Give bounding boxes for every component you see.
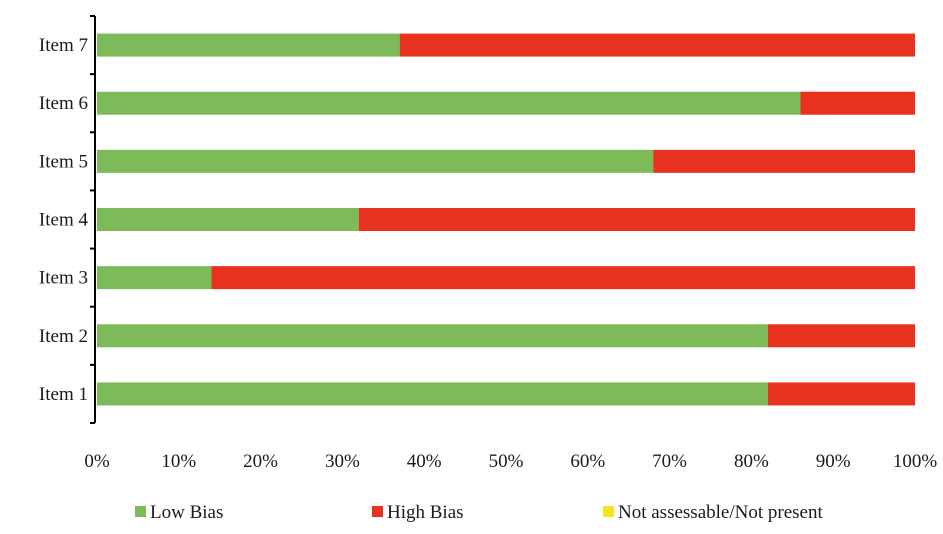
- x-tick-label: 50%: [489, 451, 524, 472]
- legend: Low Bias High Bias Not assessable/Not pres…: [135, 502, 823, 523]
- legend-swatch: [135, 506, 146, 517]
- bar-item-5-series-1: [653, 149, 915, 173]
- legend-swatch: [603, 506, 614, 517]
- legend-label: Not assessable/Not present: [618, 502, 823, 523]
- x-tick-label: 20%: [243, 451, 278, 472]
- category-label: Item 2: [39, 326, 88, 347]
- bar-item-4-series-0: [97, 208, 359, 231]
- bar-item-6-series-1: [800, 91, 915, 115]
- legend-label: Low Bias: [150, 502, 223, 523]
- x-tick-label: 100%: [893, 451, 938, 472]
- x-tick-label: 70%: [652, 451, 687, 472]
- x-tick-label: 80%: [734, 451, 769, 472]
- category-label: Item 5: [39, 151, 88, 172]
- ticks-layer: 0% 10% 20% 30% 40% 50% 60% 70% 80% 90% 100%: [84, 15, 938, 472]
- legend-label: High Bias: [387, 502, 464, 523]
- x-tick-label: 90%: [816, 451, 851, 472]
- bar-item-1-series-0: [97, 382, 768, 406]
- category-label: Item 4: [39, 210, 89, 231]
- x-tick-label: 10%: [161, 451, 196, 472]
- x-tick-label: 40%: [407, 451, 442, 472]
- bar-item-5-series-0: [97, 149, 654, 173]
- bar-item-3-series-1: [211, 266, 915, 290]
- category-label: Item 7: [39, 35, 88, 56]
- bar-item-4-series-1: [358, 208, 915, 231]
- category-label: Item 1: [39, 384, 88, 405]
- category-labels: Item 1 Item 2 Item 3 Item 4 Item 5 Item 6 Item…: [39, 35, 89, 405]
- x-tick-label: 60%: [570, 451, 605, 472]
- legend-swatch: [372, 506, 383, 517]
- bar-item-7-series-0: [97, 33, 400, 57]
- category-label: Item 6: [39, 93, 88, 114]
- bar-item-1-series-1: [767, 382, 915, 406]
- bar-item-7-series-1: [399, 33, 915, 57]
- x-tick-label: 0%: [84, 451, 110, 472]
- bar-item-2-series-1: [767, 324, 915, 348]
- bar-item-2-series-0: [97, 324, 768, 348]
- bars-layer: [97, 33, 915, 406]
- category-label: Item 3: [39, 268, 88, 289]
- bar-item-6-series-0: [97, 91, 801, 115]
- bar-item-3-series-0: [97, 266, 212, 290]
- x-tick-label: 30%: [325, 451, 360, 472]
